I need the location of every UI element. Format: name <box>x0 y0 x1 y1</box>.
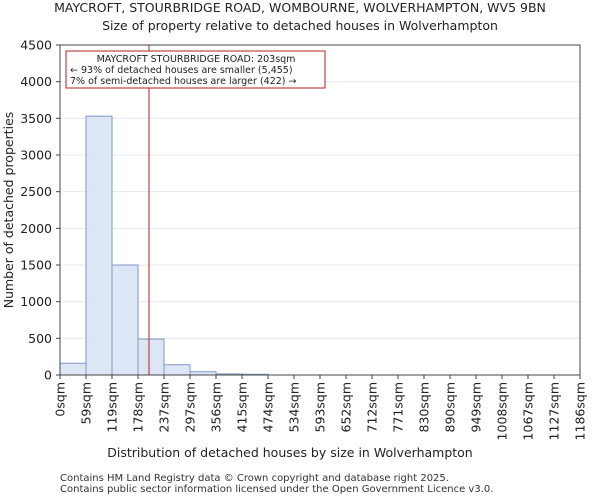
y-tick-label: 1500 <box>20 258 52 273</box>
x-tick-label: 237sqm <box>157 382 172 432</box>
x-tick-label: 1186sqm <box>573 382 588 440</box>
x-tick-label: 534sqm <box>287 382 302 432</box>
y-axis-ticks: 0 500 1000 1500 2000 2500 3000 3500 4000 4500 <box>20 38 60 383</box>
annotation-box <box>65 50 326 89</box>
chart-title-address: MAYCROFT, STOURBRIDGE ROAD, WOMBOURNE, W… <box>54 0 546 15</box>
annotation-line-3: 7% of semi-detached houses are larger (4… <box>70 76 297 87</box>
x-tick-label: 1067sqm <box>521 382 536 440</box>
x-tick-label: 652sqm <box>339 382 354 432</box>
x-tick-label: 1127sqm <box>547 382 562 440</box>
x-tick-label: 1008sqm <box>495 382 510 440</box>
x-tick-label: 415sqm <box>235 382 250 432</box>
bars <box>59 115 269 376</box>
x-tick-label: 356sqm <box>209 382 224 432</box>
footer-licence: Contains public sector information licen… <box>60 484 494 495</box>
bar-59sqm <box>85 115 113 376</box>
y-axis-label: Number of detached properties <box>1 112 16 309</box>
y-tick-label: 4500 <box>20 38 52 53</box>
x-tick-label: 178sqm <box>131 382 146 432</box>
bar-178sqm <box>137 338 165 376</box>
annotation-line-1: MAYCROFT STOURBRIDGE ROAD: 203sqm <box>97 54 296 65</box>
y-tick-label: 3000 <box>20 148 52 163</box>
y-tick-label: 2500 <box>20 184 52 199</box>
x-tick-label: 0sqm <box>53 382 68 417</box>
footer-copyright: Contains HM Land Registry data © Crown c… <box>60 473 449 484</box>
chart-title: Size of property relative to detached ho… <box>102 18 498 33</box>
y-tick-label: 500 <box>28 331 52 346</box>
x-tick-label: 712sqm <box>365 382 380 432</box>
y-tick-label: 2000 <box>20 221 52 236</box>
y-tick-label: 1000 <box>20 294 52 309</box>
y-tick-label: 0 <box>44 368 52 383</box>
x-tick-label: 830sqm <box>417 382 432 432</box>
y-tick-label: 4000 <box>20 74 52 89</box>
x-tick-label: 474sqm <box>261 382 276 432</box>
x-tick-label: 771sqm <box>391 382 406 432</box>
bar-119sqm <box>111 264 139 376</box>
bar-0sqm <box>59 362 87 376</box>
annotation-line-2: ← 93% of detached houses are smaller (5,… <box>70 65 293 76</box>
x-tick-label: 949sqm <box>469 382 484 432</box>
y-tick-label: 3500 <box>20 111 52 126</box>
x-tick-label: 593sqm <box>313 382 328 432</box>
x-tick-label: 119sqm <box>105 382 120 432</box>
x-axis-label: Distribution of detached houses by size … <box>107 445 473 460</box>
x-tick-label: 59sqm <box>79 382 94 425</box>
bar-237sqm <box>163 364 191 376</box>
x-tick-label: 297sqm <box>183 382 198 432</box>
x-tick-label: 890sqm <box>443 382 458 432</box>
x-axis-ticks: 0sqm 59sqm 119sqm 178sqm 237sqm 297sqm 356sqm 4… <box>53 375 588 440</box>
